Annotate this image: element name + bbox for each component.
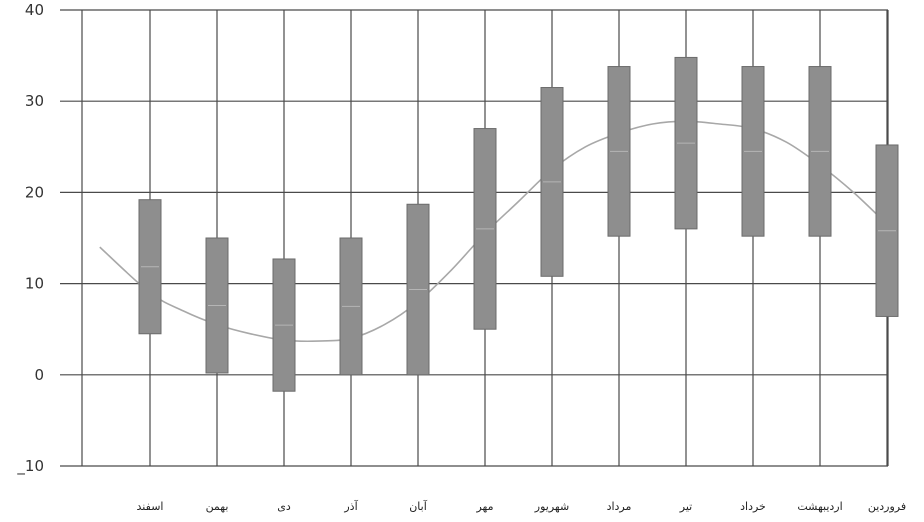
y-tick-label: 30	[25, 92, 44, 110]
x-category-label: مرداد	[607, 500, 632, 513]
x-axis-category-labels: اسفند بهمن دی آذر آبان مهر شهریور مرداد تیر خرداد…	[137, 499, 907, 513]
y-tick-label: 10	[25, 275, 44, 293]
y-axis-tick-labels: 40 30 20 10 0 _10	[16, 1, 44, 476]
y-tick-label: 0	[34, 366, 44, 384]
y-tick-label: _10	[16, 457, 44, 476]
x-category-label: دی	[277, 500, 291, 513]
x-category-label: اسفند	[137, 500, 164, 513]
x-category-label: اردیبهشت	[797, 500, 842, 513]
y-tick-label: 40	[25, 1, 44, 19]
x-category-label: خرداد	[740, 500, 766, 513]
x-category-label: آذر	[343, 499, 358, 513]
x-category-label: بهمن	[206, 500, 229, 513]
y-tick-label: 20	[25, 183, 44, 201]
x-category-label: فروردین	[868, 500, 906, 513]
bars	[138, 56, 899, 392]
x-category-label: تیر	[679, 500, 692, 513]
x-category-label: آبان	[409, 499, 427, 513]
x-category-label: شهریور	[534, 500, 569, 513]
x-category-label: مهر	[475, 500, 493, 513]
